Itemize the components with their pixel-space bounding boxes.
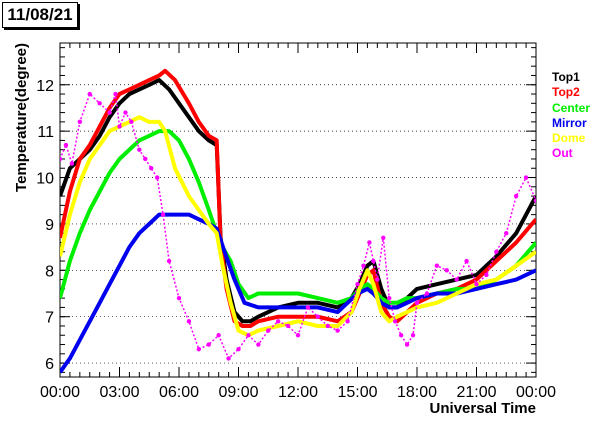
x-tick-label: 03:00 — [99, 384, 139, 401]
legend-entry-out: Out — [552, 146, 573, 161]
x-tick-label: 12:00 — [278, 384, 318, 401]
date-title: 11/08/21 — [2, 2, 78, 28]
y-tick-label: 10 — [36, 171, 54, 188]
out-point — [484, 272, 489, 278]
out-point — [371, 258, 376, 264]
legend-entry-mirror: Mirror — [552, 115, 587, 130]
x-tick-label: 15:00 — [337, 384, 377, 401]
x-tick-label: 06:00 — [159, 384, 199, 401]
out-point — [166, 258, 172, 264]
legend: Top1 Top2 Center Mirror Dome Out — [552, 70, 590, 162]
y-axis-label: Temperature(degree) — [13, 43, 30, 192]
series-line-mirror — [60, 212, 536, 374]
out-point — [345, 319, 350, 324]
legend-entry-dome: Dome — [552, 131, 586, 146]
y-tick-label: 8 — [45, 263, 54, 280]
y-tick-label: 9 — [45, 217, 54, 234]
x-tick-label: 18:00 — [397, 384, 437, 401]
series-line-center — [60, 129, 536, 305]
x-axis-label: Universal Time — [430, 400, 536, 417]
series-line-out — [60, 92, 536, 360]
x-tick-label: 00:00 — [516, 384, 556, 401]
legend-entry-top1: Top1 — [552, 70, 580, 84]
x-tick-label: 09:00 — [218, 384, 258, 401]
legend-entry-top2: Top2 — [552, 85, 580, 100]
legend-entry-center: Center — [552, 100, 591, 115]
y-tick-label: 6 — [45, 356, 54, 373]
y-tick-label: 12 — [36, 78, 54, 95]
out-point — [533, 198, 536, 203]
y-tick-label: 11 — [37, 124, 54, 141]
x-tick-label: 00:00 — [40, 384, 80, 401]
out-point — [367, 240, 372, 245]
x-tick-label: 21:00 — [456, 384, 496, 401]
out-point — [117, 124, 122, 129]
out-point — [160, 212, 166, 217]
y-tick-label: 7 — [45, 310, 54, 327]
